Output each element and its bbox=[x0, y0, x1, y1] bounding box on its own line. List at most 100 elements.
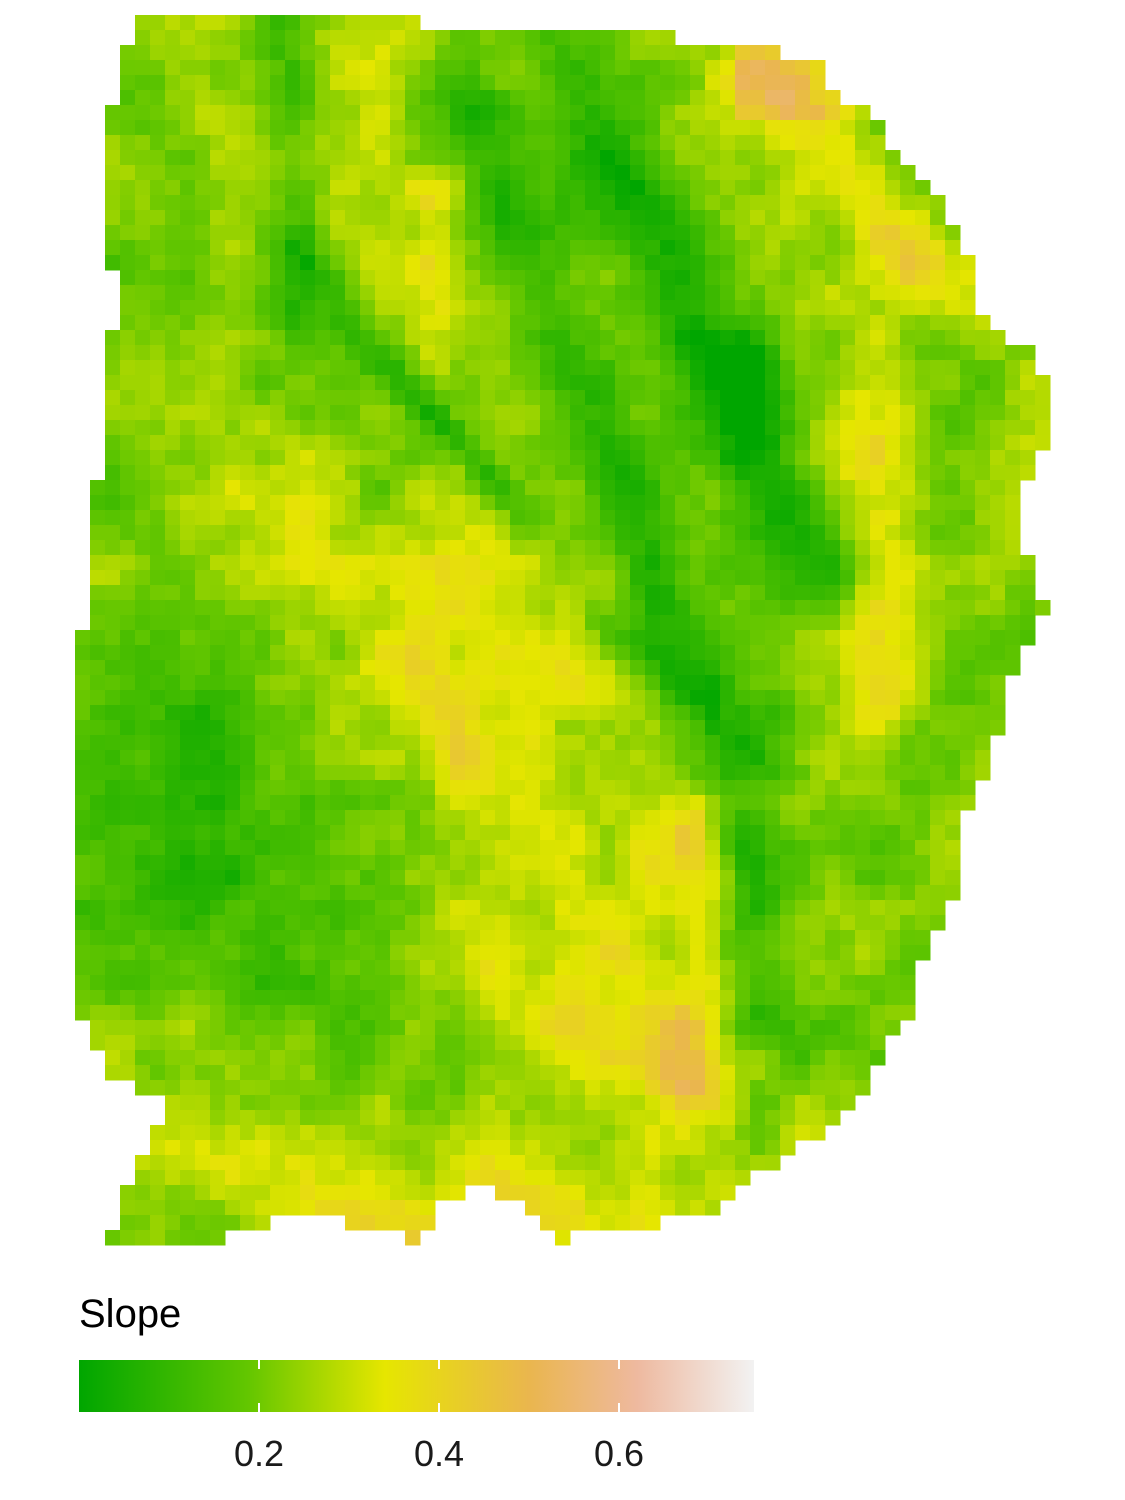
raster-cell bbox=[315, 1050, 331, 1066]
raster-cell bbox=[615, 270, 631, 286]
raster-cell bbox=[405, 585, 421, 601]
raster-cell bbox=[900, 885, 916, 901]
raster-cell bbox=[840, 435, 856, 451]
raster-cell bbox=[840, 1080, 856, 1096]
raster-cell bbox=[120, 495, 136, 511]
raster-cell bbox=[420, 90, 436, 106]
raster-cell bbox=[405, 540, 421, 556]
raster-cell bbox=[555, 1155, 571, 1171]
raster-cell bbox=[135, 840, 151, 856]
raster-cell bbox=[345, 900, 361, 916]
raster-cell bbox=[855, 525, 871, 541]
raster-cell bbox=[885, 300, 901, 316]
raster-cell bbox=[870, 285, 886, 301]
raster-cell bbox=[330, 210, 346, 226]
raster-cell bbox=[585, 210, 601, 226]
raster-cell bbox=[990, 525, 1006, 541]
raster-cell bbox=[825, 675, 841, 691]
raster-cell bbox=[645, 855, 661, 871]
raster-cell bbox=[600, 1140, 616, 1156]
raster-cell bbox=[720, 1095, 736, 1111]
raster-cell bbox=[465, 405, 481, 421]
raster-cell bbox=[960, 525, 976, 541]
raster-cell bbox=[510, 615, 526, 631]
raster-cell bbox=[1020, 570, 1036, 586]
raster-cell bbox=[195, 870, 211, 886]
raster-cell bbox=[105, 990, 121, 1006]
raster-cell bbox=[840, 675, 856, 691]
raster-cell bbox=[585, 90, 601, 106]
raster-cell bbox=[150, 255, 166, 271]
raster-cell bbox=[465, 255, 481, 271]
raster-cell bbox=[600, 1170, 616, 1186]
raster-cell bbox=[345, 1035, 361, 1051]
raster-cell bbox=[375, 720, 391, 736]
raster-cell bbox=[735, 840, 751, 856]
raster-cell bbox=[465, 630, 481, 646]
raster-cell bbox=[720, 1080, 736, 1096]
raster-cell bbox=[540, 930, 556, 946]
raster-cell bbox=[285, 495, 301, 511]
raster-cell bbox=[210, 1185, 226, 1201]
raster-cell bbox=[405, 285, 421, 301]
raster-cell bbox=[660, 645, 676, 661]
raster-cell bbox=[120, 660, 136, 676]
raster-cell bbox=[390, 315, 406, 331]
raster-cell bbox=[735, 270, 751, 286]
raster-cell bbox=[105, 855, 121, 871]
raster-cell bbox=[615, 105, 631, 121]
raster-cell bbox=[765, 825, 781, 841]
raster-cell bbox=[90, 900, 106, 916]
raster-cell bbox=[780, 870, 796, 886]
raster-cell bbox=[705, 660, 721, 676]
raster-cell bbox=[180, 645, 196, 661]
raster-cell bbox=[165, 570, 181, 586]
raster-cell bbox=[735, 645, 751, 661]
raster-cell bbox=[510, 240, 526, 256]
raster-cell bbox=[585, 315, 601, 331]
raster-cell bbox=[465, 870, 481, 886]
raster-cell bbox=[345, 675, 361, 691]
raster-cell bbox=[435, 645, 451, 661]
raster-cell bbox=[150, 960, 166, 976]
raster-cell bbox=[330, 60, 346, 76]
raster-cell bbox=[555, 45, 571, 61]
raster-cell bbox=[345, 435, 361, 451]
raster-cell bbox=[420, 675, 436, 691]
raster-cell bbox=[150, 825, 166, 841]
raster-cell bbox=[405, 360, 421, 376]
raster-cell bbox=[570, 270, 586, 286]
raster-cell bbox=[135, 165, 151, 181]
raster-cell bbox=[300, 150, 316, 166]
raster-cell bbox=[360, 555, 376, 571]
raster-cell bbox=[795, 945, 811, 961]
raster-cell bbox=[825, 780, 841, 796]
raster-cell bbox=[390, 1005, 406, 1021]
raster-cell bbox=[870, 720, 886, 736]
raster-cell bbox=[510, 840, 526, 856]
raster-cell bbox=[300, 225, 316, 241]
raster-cell bbox=[390, 420, 406, 436]
raster-cell bbox=[330, 735, 346, 751]
raster-cell bbox=[720, 300, 736, 316]
raster-cell bbox=[105, 675, 121, 691]
raster-cell bbox=[555, 945, 571, 961]
raster-cell bbox=[990, 555, 1006, 571]
raster-cell bbox=[300, 915, 316, 931]
raster-cell bbox=[435, 990, 451, 1006]
raster-cell bbox=[810, 1080, 826, 1096]
raster-cell bbox=[540, 345, 556, 361]
raster-cell bbox=[615, 975, 631, 991]
raster-cell bbox=[645, 135, 661, 151]
raster-cell bbox=[690, 135, 706, 151]
raster-cell bbox=[120, 1050, 136, 1066]
raster-cell bbox=[180, 1170, 196, 1186]
raster-cell bbox=[585, 1155, 601, 1171]
raster-cell bbox=[915, 810, 931, 826]
raster-cell bbox=[900, 990, 916, 1006]
raster-cell bbox=[390, 675, 406, 691]
raster-cell bbox=[885, 870, 901, 886]
raster-cell bbox=[555, 345, 571, 361]
raster-cell bbox=[540, 1050, 556, 1066]
raster-cell bbox=[615, 45, 631, 61]
